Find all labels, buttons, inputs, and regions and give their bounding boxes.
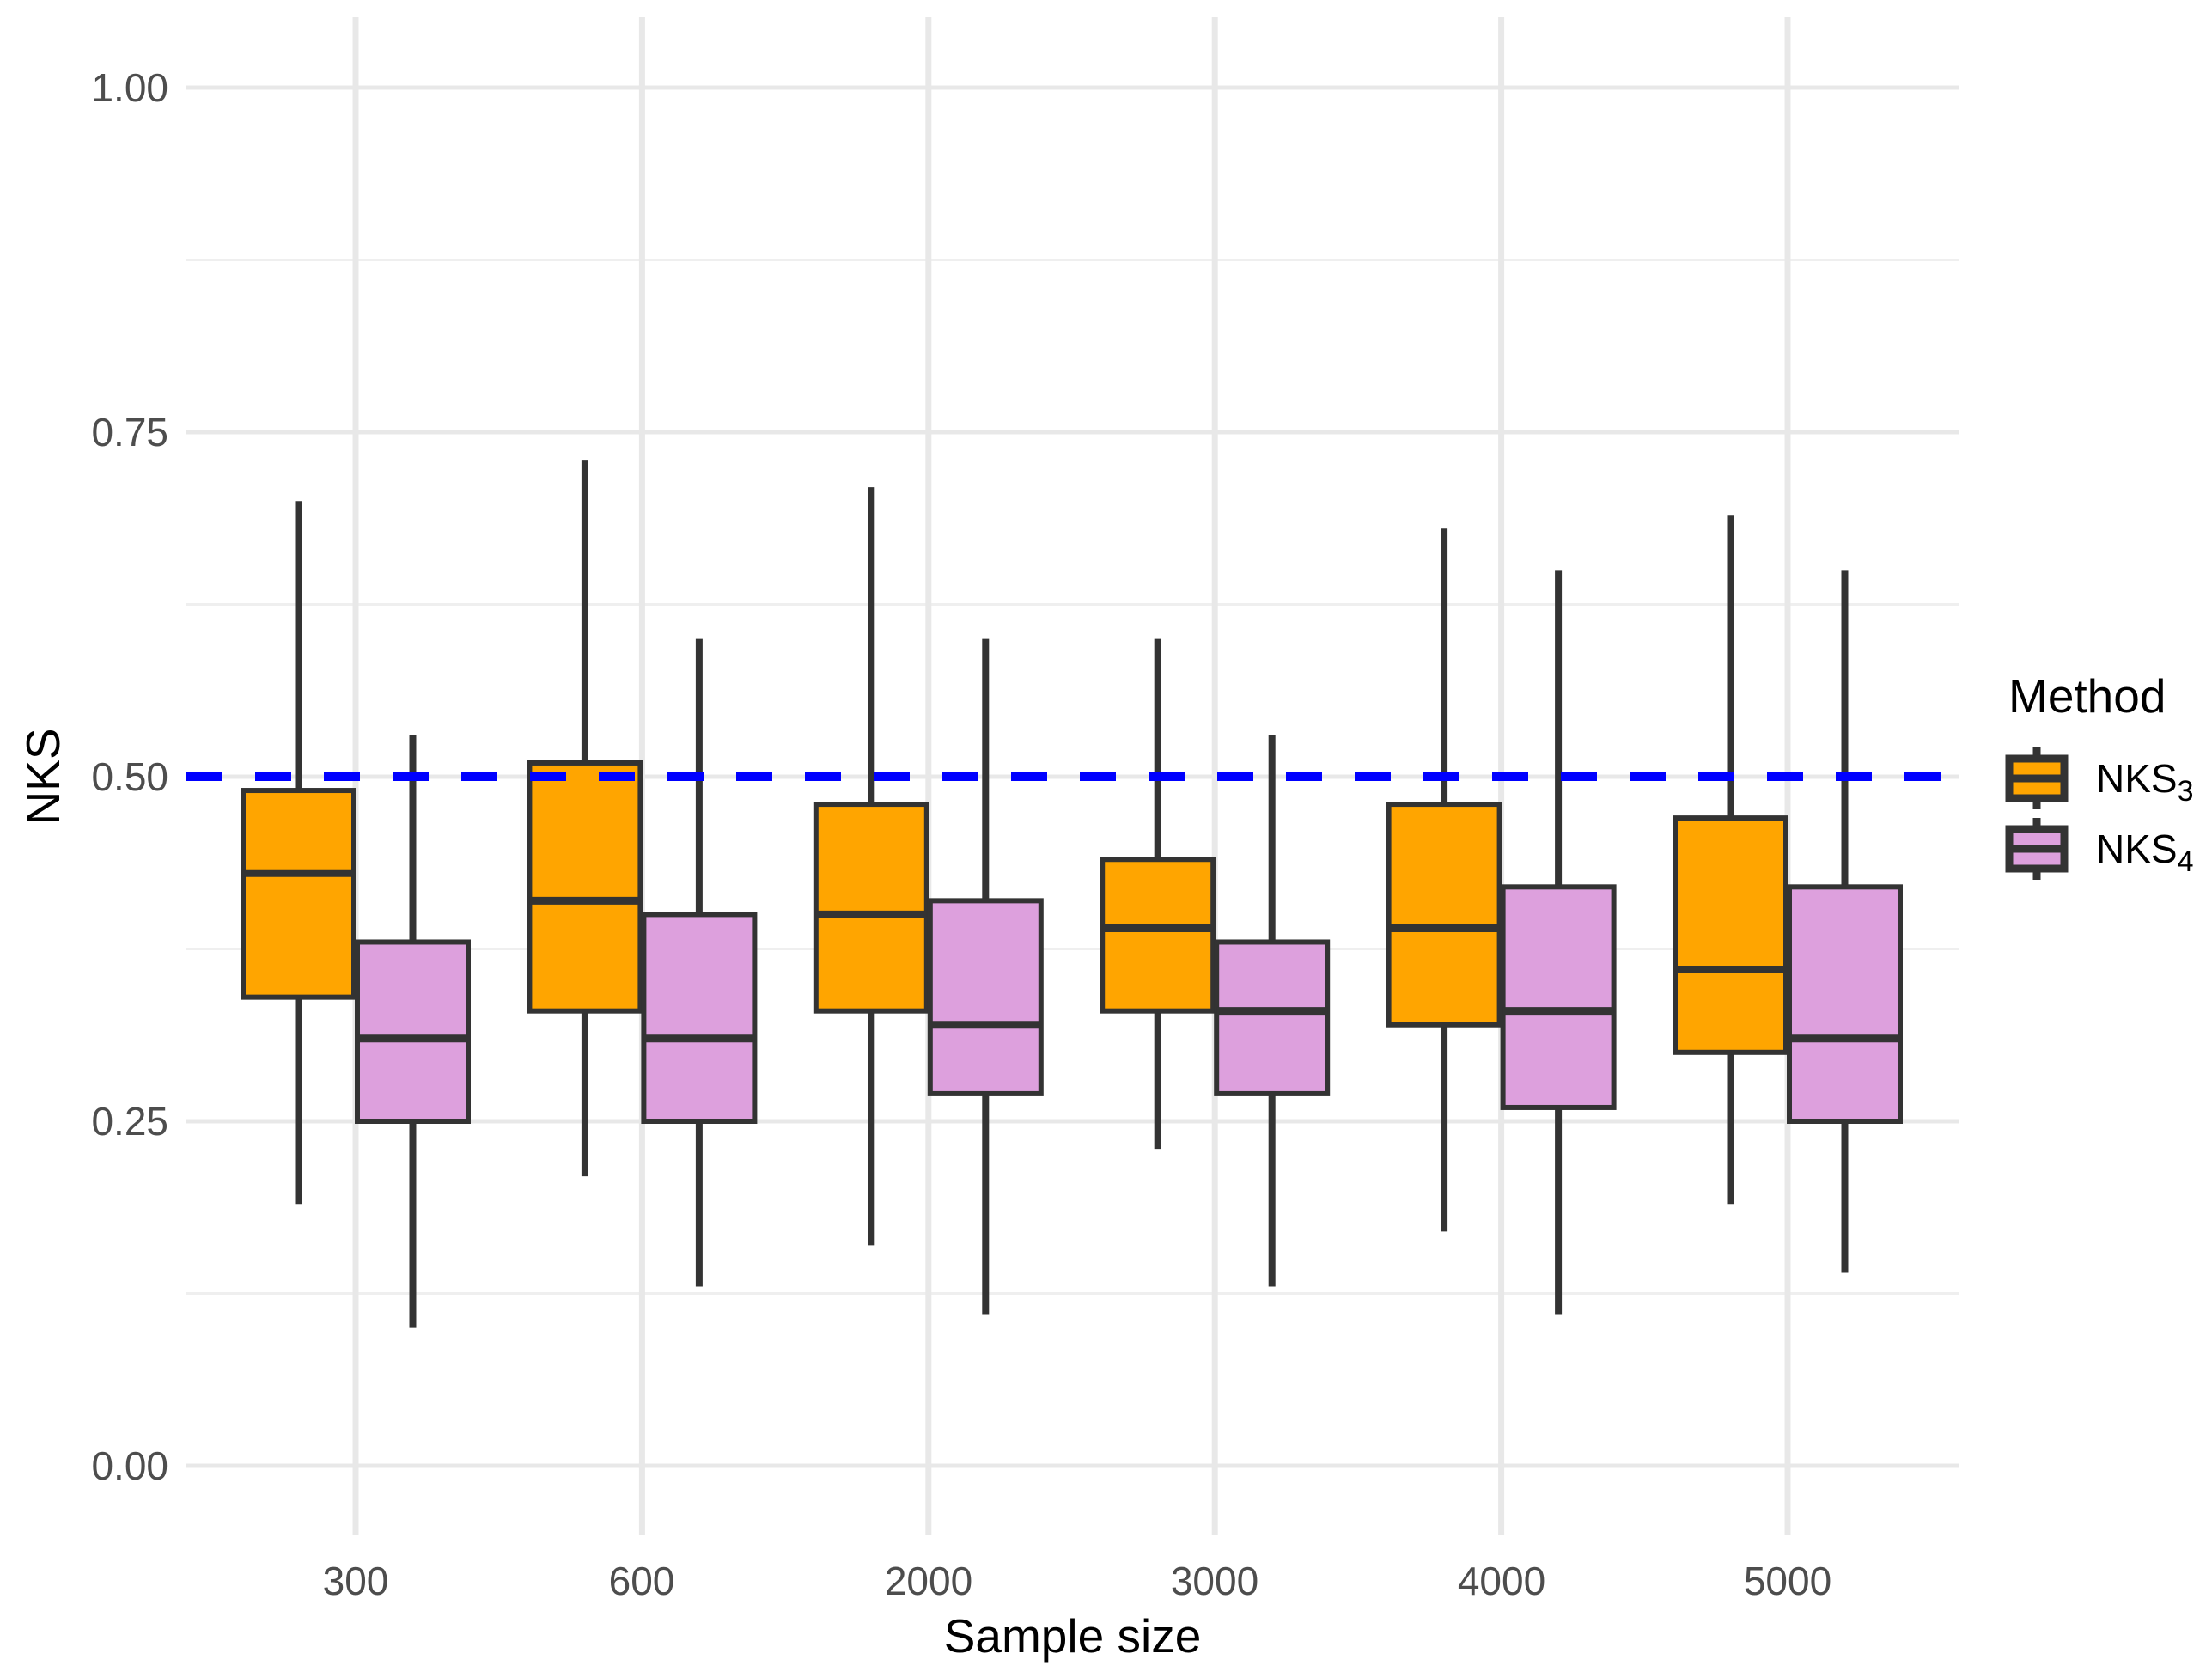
x-tick-label: 600 bbox=[608, 1559, 675, 1603]
y-axis-title: NKS bbox=[16, 728, 70, 826]
legend-label-nks4: NKS4 bbox=[2096, 825, 2194, 876]
legend-label-subscript: 3 bbox=[2177, 775, 2194, 808]
y-tick-label: 0.00 bbox=[91, 1443, 168, 1488]
legend-key-boxplot-icon bbox=[1998, 810, 2075, 888]
legend-label-text: NKS bbox=[2096, 827, 2178, 871]
x-tick-label: 5000 bbox=[1743, 1559, 1832, 1603]
x-tick-label: 300 bbox=[322, 1559, 389, 1603]
y-tick-label: 0.50 bbox=[91, 754, 168, 799]
box-nks3-4000 bbox=[1386, 802, 1502, 1028]
box-nks3-300 bbox=[241, 788, 356, 1000]
box-nks4-2000 bbox=[927, 898, 1044, 1096]
y-tick-label: 1.00 bbox=[91, 65, 168, 110]
y-tick-label: 0.75 bbox=[91, 410, 168, 455]
box-nks4-300 bbox=[355, 939, 471, 1124]
x-tick-label: 3000 bbox=[1170, 1559, 1259, 1603]
boxplot-key-glyph bbox=[2005, 818, 2069, 880]
box-nks4-5000 bbox=[1787, 884, 1903, 1124]
legend-label-text: NKS bbox=[2096, 756, 2178, 801]
legend-key-boxplot-icon bbox=[1998, 740, 2075, 817]
x-tick-label: 4000 bbox=[1457, 1559, 1546, 1603]
boxplot-key-glyph bbox=[2005, 747, 2069, 809]
box-nks4-600 bbox=[641, 912, 758, 1125]
legend-title: Method bbox=[2008, 669, 2166, 723]
x-tick-label: 2000 bbox=[884, 1559, 973, 1603]
box-nks4-4000 bbox=[1500, 884, 1617, 1110]
legend-label-subscript: 4 bbox=[2177, 845, 2194, 879]
y-tick-label: 0.25 bbox=[91, 1099, 168, 1144]
box-nks4-3000 bbox=[1214, 939, 1331, 1096]
box-nks3-3000 bbox=[1100, 857, 1216, 1014]
box-nks3-2000 bbox=[813, 802, 929, 1014]
box-nks3-600 bbox=[527, 760, 643, 1014]
x-axis-title: Sample size bbox=[943, 1609, 1202, 1663]
legend-label-nks3: NKS3 bbox=[2096, 754, 2194, 806]
box-nks3-5000 bbox=[1673, 815, 1788, 1055]
